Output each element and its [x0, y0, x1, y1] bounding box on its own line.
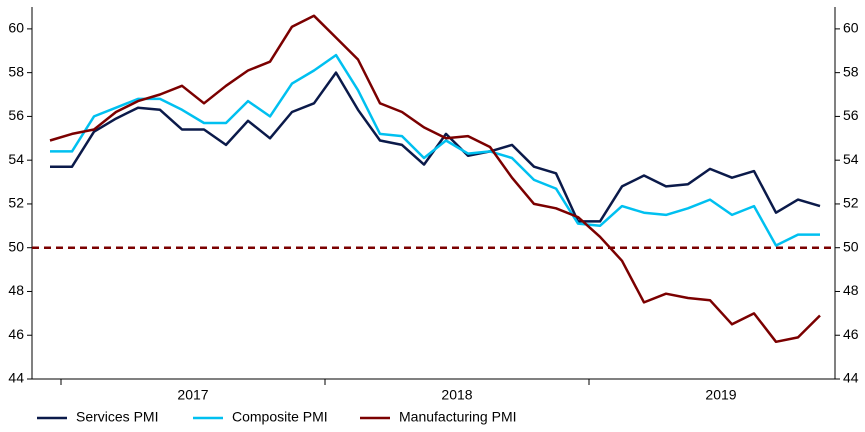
y2-tick-label: 60 — [843, 20, 859, 36]
y-tick-label: 50 — [8, 238, 24, 254]
y-tick-label: 54 — [8, 151, 24, 167]
series-line — [50, 71, 821, 223]
legend-label: Composite PMI — [232, 409, 328, 425]
legend-label: Services PMI — [76, 409, 158, 425]
y-tick-label: 48 — [8, 282, 24, 298]
y-tick-label: 46 — [8, 326, 24, 342]
y2-tick-label: 56 — [843, 107, 859, 123]
x-tick-label: 2018 — [441, 387, 472, 403]
y-tick-label: 60 — [8, 20, 24, 36]
y2-tick-label: 44 — [843, 370, 859, 386]
y2-tick-label: 48 — [843, 282, 859, 298]
y2-tick-label: 52 — [843, 195, 859, 211]
y2-tick-label: 58 — [843, 63, 859, 79]
y-tick-label: 52 — [8, 195, 24, 211]
legend-label: Manufacturing PMI — [399, 409, 517, 425]
x-tick-label: 2017 — [177, 387, 208, 403]
x-tick-label: 2019 — [705, 387, 736, 403]
y-tick-label: 58 — [8, 63, 24, 79]
series-line — [50, 53, 820, 247]
y2-tick-label: 50 — [843, 238, 859, 254]
y2-tick-label: 46 — [843, 326, 859, 342]
y-tick-label: 56 — [8, 107, 24, 123]
y-tick-label: 44 — [8, 370, 24, 386]
y2-tick-label: 54 — [843, 151, 859, 167]
series-line — [49, 14, 821, 344]
